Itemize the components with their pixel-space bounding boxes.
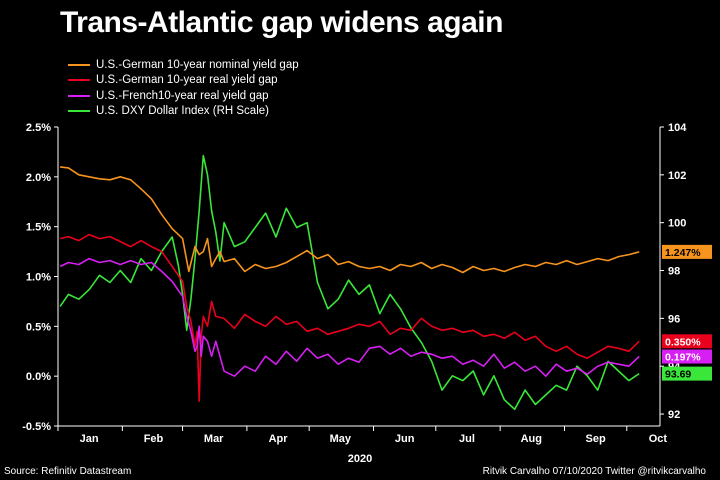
- end-value-tag-1: 0.350%: [662, 334, 712, 349]
- chart-title: Trans-Atlantic gap widens again: [60, 6, 503, 39]
- x-tick-label: Jul: [459, 433, 475, 445]
- x-tick-label: Feb: [144, 433, 164, 445]
- x-tick-label: Jan: [80, 433, 99, 445]
- left-tick-label: 1.5%: [26, 222, 51, 234]
- left-tick-label: 0.0%: [26, 371, 51, 383]
- legend-swatch: [68, 79, 90, 82]
- x-tick-label: Aug: [521, 433, 542, 445]
- end-value-label: 0.197%: [665, 352, 701, 364]
- legend-label: U.S.-German 10-year nominal yield gap: [96, 58, 299, 71]
- source-note: Source: Refinitiv Datastream: [4, 466, 132, 477]
- x-tick-label: Oct: [649, 433, 668, 445]
- end-value-tag-2: 0.197%: [662, 349, 712, 364]
- left-tick-label: -0.5%: [22, 421, 51, 433]
- credit-note: Ritvik Carvalho 07/10/2020 Twitter @ritv…: [482, 466, 706, 477]
- end-value-label: 93.69: [665, 369, 691, 381]
- x-tick-label: Mar: [204, 433, 224, 445]
- legend-item: U.S.-German 10-year nominal yield gap: [68, 57, 299, 73]
- x-tick-label: Apr: [269, 433, 289, 445]
- legend-item: U.S.-French10-year real yield gap: [68, 88, 299, 104]
- right-tick-label: 98: [668, 266, 680, 278]
- x-tick-label: Sep: [586, 433, 606, 445]
- right-tick-label: 96: [668, 313, 680, 325]
- end-value-label: 0.350%: [665, 336, 701, 348]
- end-value-label: 1.247%: [665, 247, 701, 259]
- legend-swatch: [68, 110, 90, 113]
- legend-item: U.S. DXY Dollar Index (RH Scale): [68, 104, 299, 120]
- legend-item: U.S.-German 10-year real yield gap: [68, 73, 299, 89]
- right-tick-label: 92: [668, 409, 680, 421]
- end-value-tag-0: 1.247%: [662, 244, 712, 259]
- x-tick-label: Jun: [395, 433, 415, 445]
- right-tick-label: 102: [668, 170, 686, 182]
- right-tick-label: 100: [668, 218, 686, 230]
- legend-label: U.S. DXY Dollar Index (RH Scale): [96, 105, 269, 118]
- series-line-2: [59, 257, 640, 378]
- left-tick-label: 2.5%: [26, 122, 51, 134]
- legend-label: U.S.-French10-year real yield gap: [96, 89, 269, 102]
- end-value-tag-3: 93.69: [662, 366, 712, 381]
- legend-swatch: [68, 94, 90, 97]
- legend-swatch: [68, 63, 90, 66]
- x-tick-label: May: [330, 433, 352, 445]
- series-line-0: [60, 166, 640, 274]
- left-tick-label: 0.5%: [26, 321, 51, 333]
- left-tick-label: 2.0%: [26, 172, 51, 184]
- left-tick-label: 1.0%: [26, 272, 51, 284]
- x-axis-label: 2020: [348, 453, 372, 465]
- legend-label: U.S.-German 10-year real yield gap: [96, 74, 278, 87]
- series-line-3: [59, 154, 640, 411]
- series-line-1: [59, 233, 640, 402]
- legend: U.S.-German 10-year nominal yield gap U.S…: [68, 57, 299, 119]
- right-tick-label: 104: [668, 122, 687, 134]
